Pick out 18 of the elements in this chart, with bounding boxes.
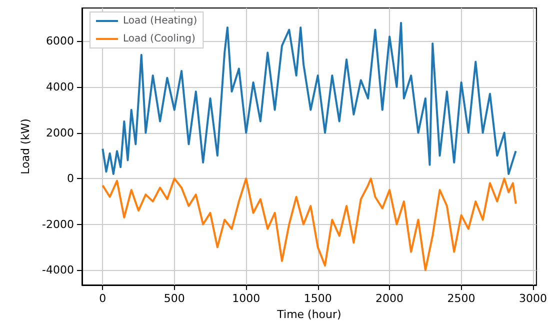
legend-label: Load (Cooling) <box>123 34 196 44</box>
x-tick-label: 500 <box>164 292 185 305</box>
x-tick-label: 1500 <box>304 292 332 305</box>
y-axis-title: Load (kW) <box>19 118 32 174</box>
y-tick-label: 0 <box>67 172 74 186</box>
y-tick-label: -4000 <box>42 264 74 277</box>
x-tick-label: 0 <box>99 292 106 305</box>
y-tick-label: 6000 <box>46 34 74 48</box>
line-series <box>102 178 517 272</box>
x-tick-label: 2000 <box>376 292 404 305</box>
y-tick-label: 2000 <box>46 126 74 140</box>
y-tick-label: 4000 <box>46 80 74 94</box>
x-tick-label: 1000 <box>232 292 260 305</box>
x-tick-label: 3000 <box>519 292 548 305</box>
x-axis-title: Time (hour) <box>276 308 342 321</box>
y-tick-label: -2000 <box>42 218 74 231</box>
legend-label: Load (Heating) <box>123 16 198 26</box>
x-tick-label: 2500 <box>447 292 476 305</box>
